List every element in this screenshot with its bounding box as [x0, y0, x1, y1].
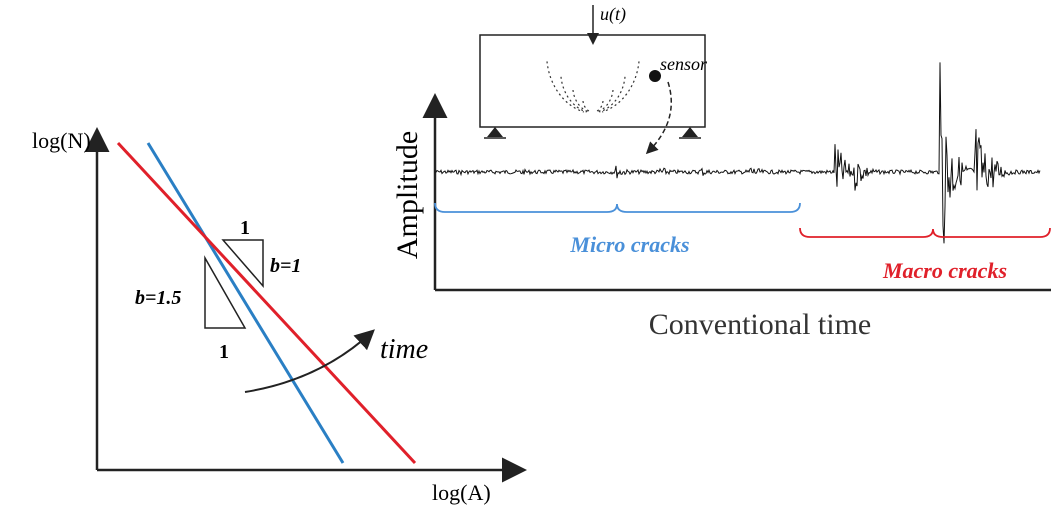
slope-triangle [204, 255, 247, 329]
run-label: 1 [240, 217, 250, 239]
micro-label: Micro cracks [569, 232, 689, 257]
wave-fronts [546, 61, 640, 113]
time-arrow [244, 329, 375, 393]
micro-bracket [434, 202, 801, 213]
time-label: time [380, 334, 428, 365]
wave-front [572, 89, 614, 113]
macro-label: Macro cracks [882, 258, 1007, 283]
red-line [116, 141, 417, 465]
slope-label: b=1.5 [135, 287, 181, 309]
supports [487, 127, 698, 137]
wave-front [560, 76, 626, 113]
waveform [434, 62, 1041, 244]
sensor-label: sensor [660, 54, 708, 74]
x-axis-label: log(A) [432, 480, 491, 505]
macro-bracket [799, 227, 1051, 238]
wave-front [546, 61, 640, 113]
left-plot: log(N) log(A) 1 b=1 b=1.5 1 time [32, 127, 527, 505]
right-plot: u(t) sensor Amplitude Conventional time … [391, 4, 1051, 341]
sensor [649, 70, 661, 82]
beam [479, 34, 706, 128]
slope-triangle [221, 239, 264, 289]
signal-arrow [645, 81, 672, 155]
run-label: 1 [219, 341, 229, 363]
y-axis-label: log(N) [32, 128, 91, 153]
load-label: u(t) [600, 4, 626, 25]
wave-front [582, 100, 604, 113]
x-axis-label: Conventional time [649, 308, 871, 341]
blue-line [146, 142, 345, 464]
slope-label: b=1 [270, 255, 301, 277]
y-axis-label: Amplitude [391, 131, 424, 259]
